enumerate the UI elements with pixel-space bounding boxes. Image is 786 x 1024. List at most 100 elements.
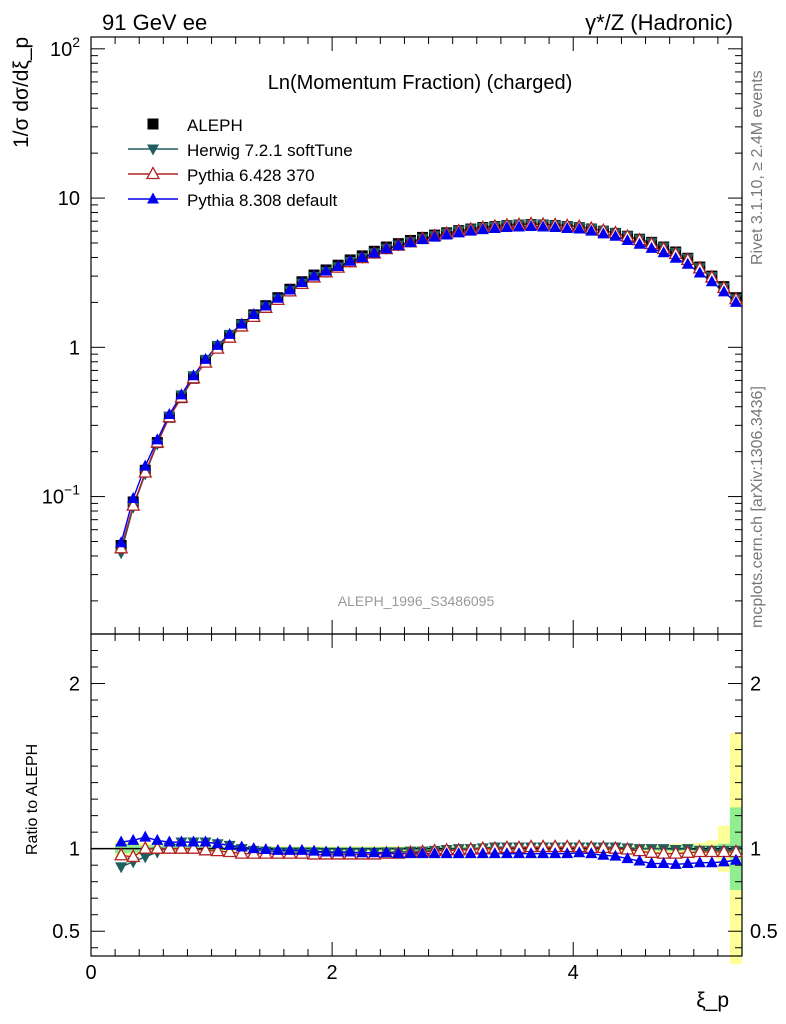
data-point xyxy=(585,224,598,236)
ratio-ytick-label-right: 1 xyxy=(750,839,761,861)
ratio-data-point xyxy=(621,852,634,864)
data-point xyxy=(344,254,357,266)
ratio-data-point xyxy=(271,843,284,855)
ratio-data-point xyxy=(247,842,260,854)
ratio-ylabel: Ratio to ALEPH xyxy=(24,744,41,855)
main-series-layer xyxy=(114,216,744,560)
legend-label: Herwig 7.2.1 softTune xyxy=(187,141,353,160)
ratio-data-point xyxy=(380,846,393,858)
ratio-data-point xyxy=(669,857,682,869)
main-ytick-label: 10−1 xyxy=(42,482,80,509)
data-point xyxy=(138,464,153,478)
ratio-data-point xyxy=(223,838,236,850)
ratio-data-point xyxy=(464,847,477,859)
mcplots-label: mcplots.cern.ch [arXiv:1306.3436] xyxy=(749,386,766,628)
data-point xyxy=(440,228,453,240)
ratio-data-point xyxy=(344,845,357,857)
ratio-data-point xyxy=(609,849,622,861)
ratio-data-point xyxy=(392,847,405,859)
data-point xyxy=(428,230,441,242)
data-point xyxy=(404,236,417,248)
ratio-data-point xyxy=(633,854,646,866)
ratio-data-point xyxy=(416,847,429,859)
ratio-data-point xyxy=(729,853,742,865)
data-point xyxy=(163,407,176,419)
data-point xyxy=(259,299,272,311)
ratio-data-point xyxy=(187,835,200,847)
data-point xyxy=(247,307,260,319)
ratio-data-point xyxy=(138,840,153,854)
data-point xyxy=(597,227,610,239)
legend-marker xyxy=(147,118,159,130)
data-point xyxy=(717,285,730,297)
data-point xyxy=(693,266,706,278)
main-panel: 10−1 1 10 102 Ln(Momentum Fraction) (charge… xyxy=(10,34,744,635)
ratio-data-point xyxy=(512,847,525,859)
ratio-ytick-label-left: 2 xyxy=(69,674,80,696)
ratio-data-point xyxy=(705,856,718,868)
ratio-series-line xyxy=(121,836,737,866)
ratio-data-point xyxy=(150,840,165,854)
data-point xyxy=(537,220,550,232)
data-point xyxy=(681,257,694,269)
legend-marker xyxy=(147,192,159,204)
data-point xyxy=(356,250,369,262)
ratio-data-point xyxy=(308,844,321,856)
data-point xyxy=(332,259,345,271)
xtick-label: 2 xyxy=(327,962,338,984)
data-point xyxy=(729,295,742,307)
series-line xyxy=(120,223,737,549)
ratio-data-point xyxy=(199,835,212,847)
data-point xyxy=(549,221,562,233)
data-point xyxy=(416,233,429,245)
data-point xyxy=(609,229,622,241)
ratio-data-point xyxy=(681,857,694,869)
data-point xyxy=(573,222,586,234)
data-point xyxy=(199,352,212,364)
legend-label: ALEPH xyxy=(187,116,243,135)
data-point xyxy=(151,433,164,445)
ratio-data-point xyxy=(500,847,513,859)
data-point xyxy=(211,338,224,350)
ratio-data-point xyxy=(440,847,453,859)
ratio-data-point xyxy=(295,843,308,855)
ratio-data-point xyxy=(162,840,177,854)
xtick-label: 0 xyxy=(85,962,96,984)
data-point xyxy=(476,223,489,235)
ratio-axis-ticks: 0.5 0.5 1 1 2 2 0 2 4 xyxy=(52,634,778,984)
data-point xyxy=(139,459,152,471)
xtick-label: 4 xyxy=(568,962,579,984)
ratio-data-point xyxy=(151,833,164,845)
data-point xyxy=(308,269,321,281)
ratio-data-point xyxy=(645,857,658,869)
data-point xyxy=(645,241,658,253)
main-ytick-label: 102 xyxy=(50,34,80,61)
data-point xyxy=(488,222,501,234)
ratio-series-line xyxy=(121,846,736,858)
ratio-data-point xyxy=(525,847,538,859)
ratio-data-point xyxy=(585,847,598,859)
ratio-data-point xyxy=(127,833,140,845)
ratio-data-point xyxy=(320,845,333,857)
legend: ALEPH Herwig 7.2.1 softTune Pythia 6.428 3… xyxy=(128,116,353,210)
ratio-data-point xyxy=(210,843,225,857)
main-ytick-exponent: 2 xyxy=(72,34,80,50)
data-point xyxy=(669,251,682,263)
ratio-panel: 0.5 0.5 1 1 2 2 0 2 4 Ratio to ALEPH ξ_p xyxy=(24,633,778,1012)
series-line xyxy=(120,223,737,553)
data-point xyxy=(126,497,141,511)
ratio-ytick-label-left: 1 xyxy=(69,839,80,861)
watermark: ALEPH_1996_S3486095 xyxy=(338,593,495,609)
data-point xyxy=(657,246,670,258)
ratio-data-point xyxy=(174,840,189,854)
rivet-label: Rivet 3.1.10, ≥ 2.4M events xyxy=(749,70,766,265)
data-point xyxy=(283,283,296,295)
data-point xyxy=(621,233,634,245)
ratio-data-point xyxy=(428,847,441,859)
data-point xyxy=(512,220,525,232)
header-right-label: γ*/Z (Hadronic) xyxy=(585,10,733,35)
ratio-data-point xyxy=(717,855,730,867)
ratio-ytick-label-right: 0.5 xyxy=(750,921,778,943)
data-point xyxy=(320,264,333,276)
legend-label: Pythia 6.428 370 xyxy=(187,166,315,185)
